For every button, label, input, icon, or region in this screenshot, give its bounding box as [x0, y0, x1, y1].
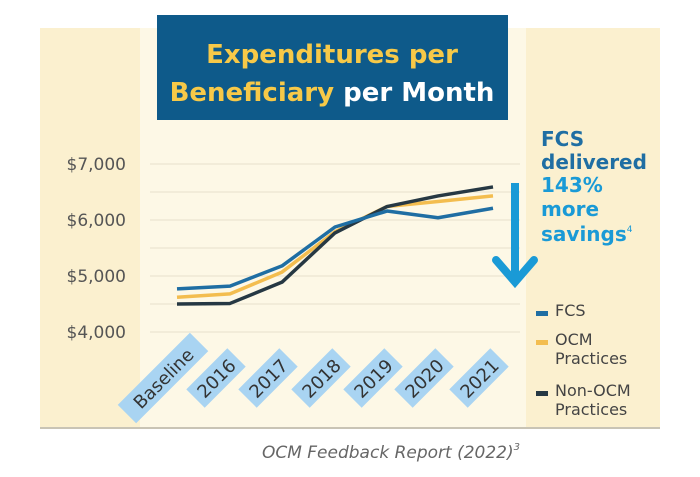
legend-label: Non-OCM	[555, 381, 631, 400]
callout-line5: savings	[541, 222, 627, 246]
title-highlight: Beneficiary	[170, 78, 335, 108]
savings-callout: FCS delivered 143% more savings4	[541, 127, 647, 246]
legend-label: Practices	[555, 400, 627, 419]
legend-label: Practices	[555, 349, 627, 368]
y-tick-label: $5,000	[67, 267, 126, 287]
series-line-non-ocm-practices	[176, 185, 494, 306]
x-label-badge	[449, 348, 509, 408]
title-rest: per Month	[334, 78, 494, 108]
series-line-fcs	[176, 206, 494, 291]
legend-label: FCS	[555, 301, 586, 320]
title-line1: Expenditures per	[206, 40, 458, 70]
legend-swatch	[536, 391, 548, 396]
svg-text:savings4: savings4	[541, 222, 633, 246]
callout-footnote: 4	[627, 225, 633, 235]
legend-label: OCM	[555, 330, 593, 349]
callout-line3: 143%	[541, 173, 603, 197]
x-label-badge	[238, 348, 298, 408]
source-footnote: 3	[514, 442, 520, 453]
callout-line2: delivered	[541, 150, 647, 174]
source-caption: OCM Feedback Report (2022)3	[262, 442, 520, 463]
x-label-badge	[291, 348, 351, 408]
y-tick-label: $6,000	[67, 211, 126, 231]
x-label-badge	[186, 348, 246, 408]
callout-line4: more	[541, 197, 599, 221]
savings-arrow-icon	[492, 183, 538, 289]
legend-swatch	[536, 311, 548, 316]
y-tick-label: $4,000	[67, 323, 126, 343]
x-label-badge	[394, 348, 454, 408]
x-label-badge	[343, 348, 403, 408]
x-label-badge	[117, 332, 209, 424]
legend-swatch	[536, 340, 548, 345]
callout-line1: FCS	[541, 127, 584, 151]
title-box	[157, 15, 508, 120]
y-tick-label: $7,000	[67, 155, 126, 175]
title-line2: Beneficiary per Month	[170, 78, 495, 108]
source-text: OCM Feedback Report (2022)	[262, 443, 514, 463]
